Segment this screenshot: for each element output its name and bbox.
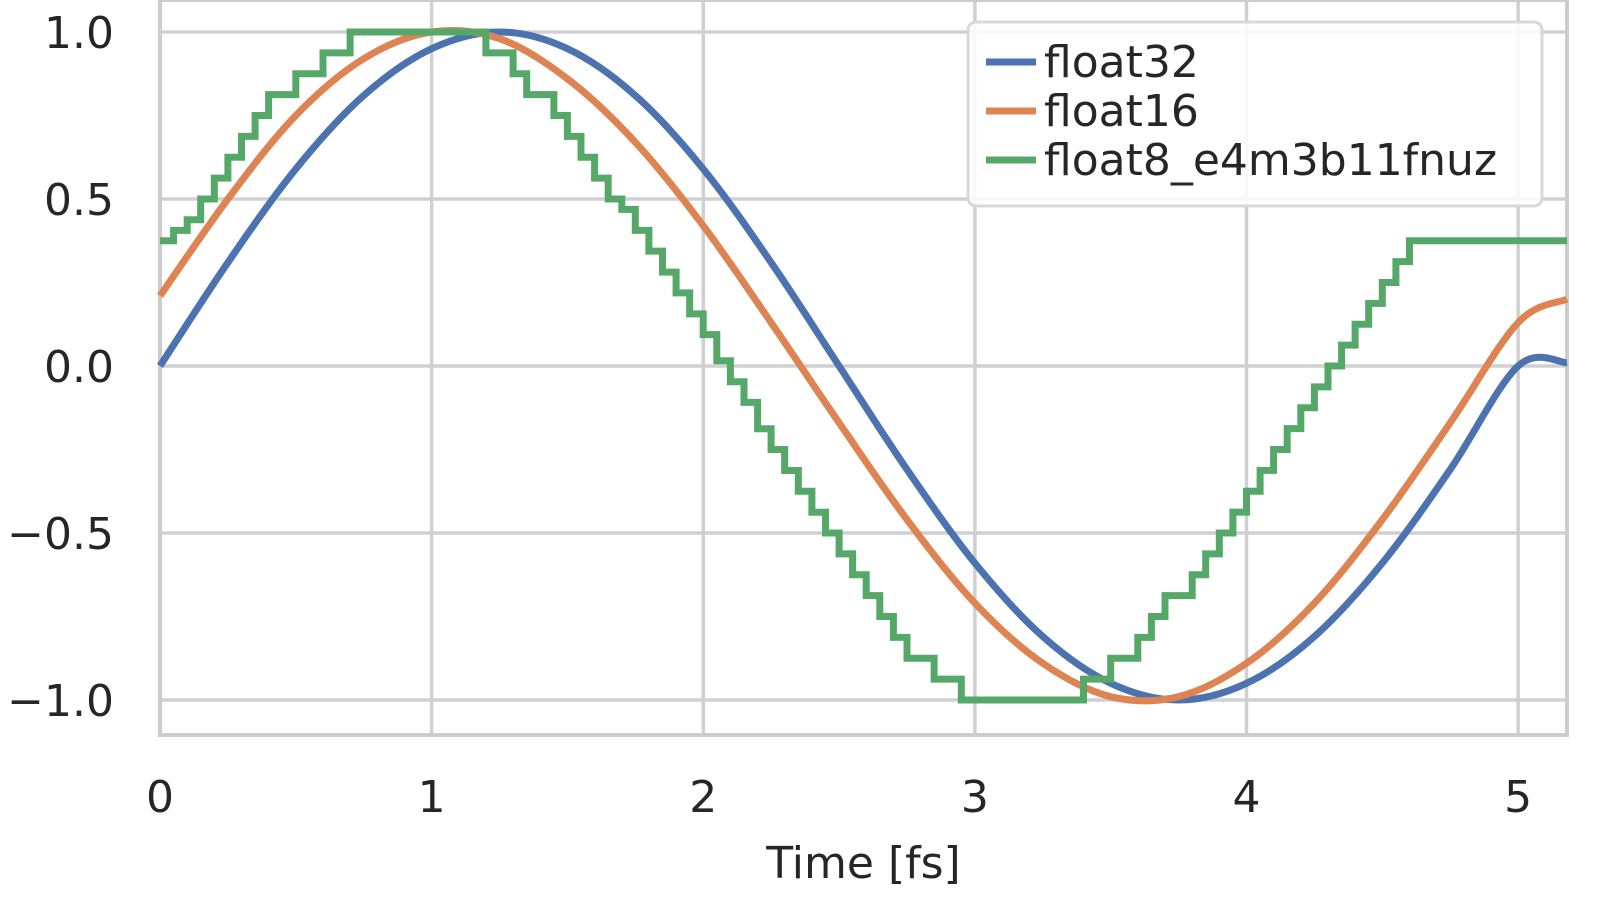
x-tick-label: 1 [418, 772, 446, 823]
x-tick-label: 4 [1232, 772, 1260, 823]
series-layer [157, 27, 1569, 705]
series-line-float8_e4m3b11fnuz [160, 28, 1567, 704]
tick-labels: 0 1 2 3 4 5 1.0 0.5 0.0 −0.5 −1.0 [7, 8, 1532, 823]
series-line-float16 [157, 27, 1569, 705]
y-tick-label: −0.5 [7, 509, 114, 560]
x-tick-label: 5 [1504, 772, 1532, 823]
x-tick-label: 2 [689, 772, 717, 823]
x-tick-label: 3 [961, 772, 989, 823]
plot-border [158, 0, 1569, 737]
legend-label: float8_e4m3b11fnuz [1044, 135, 1497, 186]
y-tick-label: 1.0 [44, 8, 114, 59]
legend-label: float32 [1044, 37, 1199, 88]
plot-frame [158, 0, 1569, 737]
x-axis-label: Time [fs] [765, 838, 960, 889]
y-tick-label: −1.0 [7, 676, 114, 727]
legend-label: float16 [1044, 86, 1199, 137]
y-tick-label: 0.0 [44, 342, 114, 393]
series-line-float32 [157, 28, 1568, 704]
y-tick-label: 0.5 [44, 175, 114, 226]
legend-box [966, 20, 1544, 208]
x-tick-label: 0 [146, 772, 174, 823]
